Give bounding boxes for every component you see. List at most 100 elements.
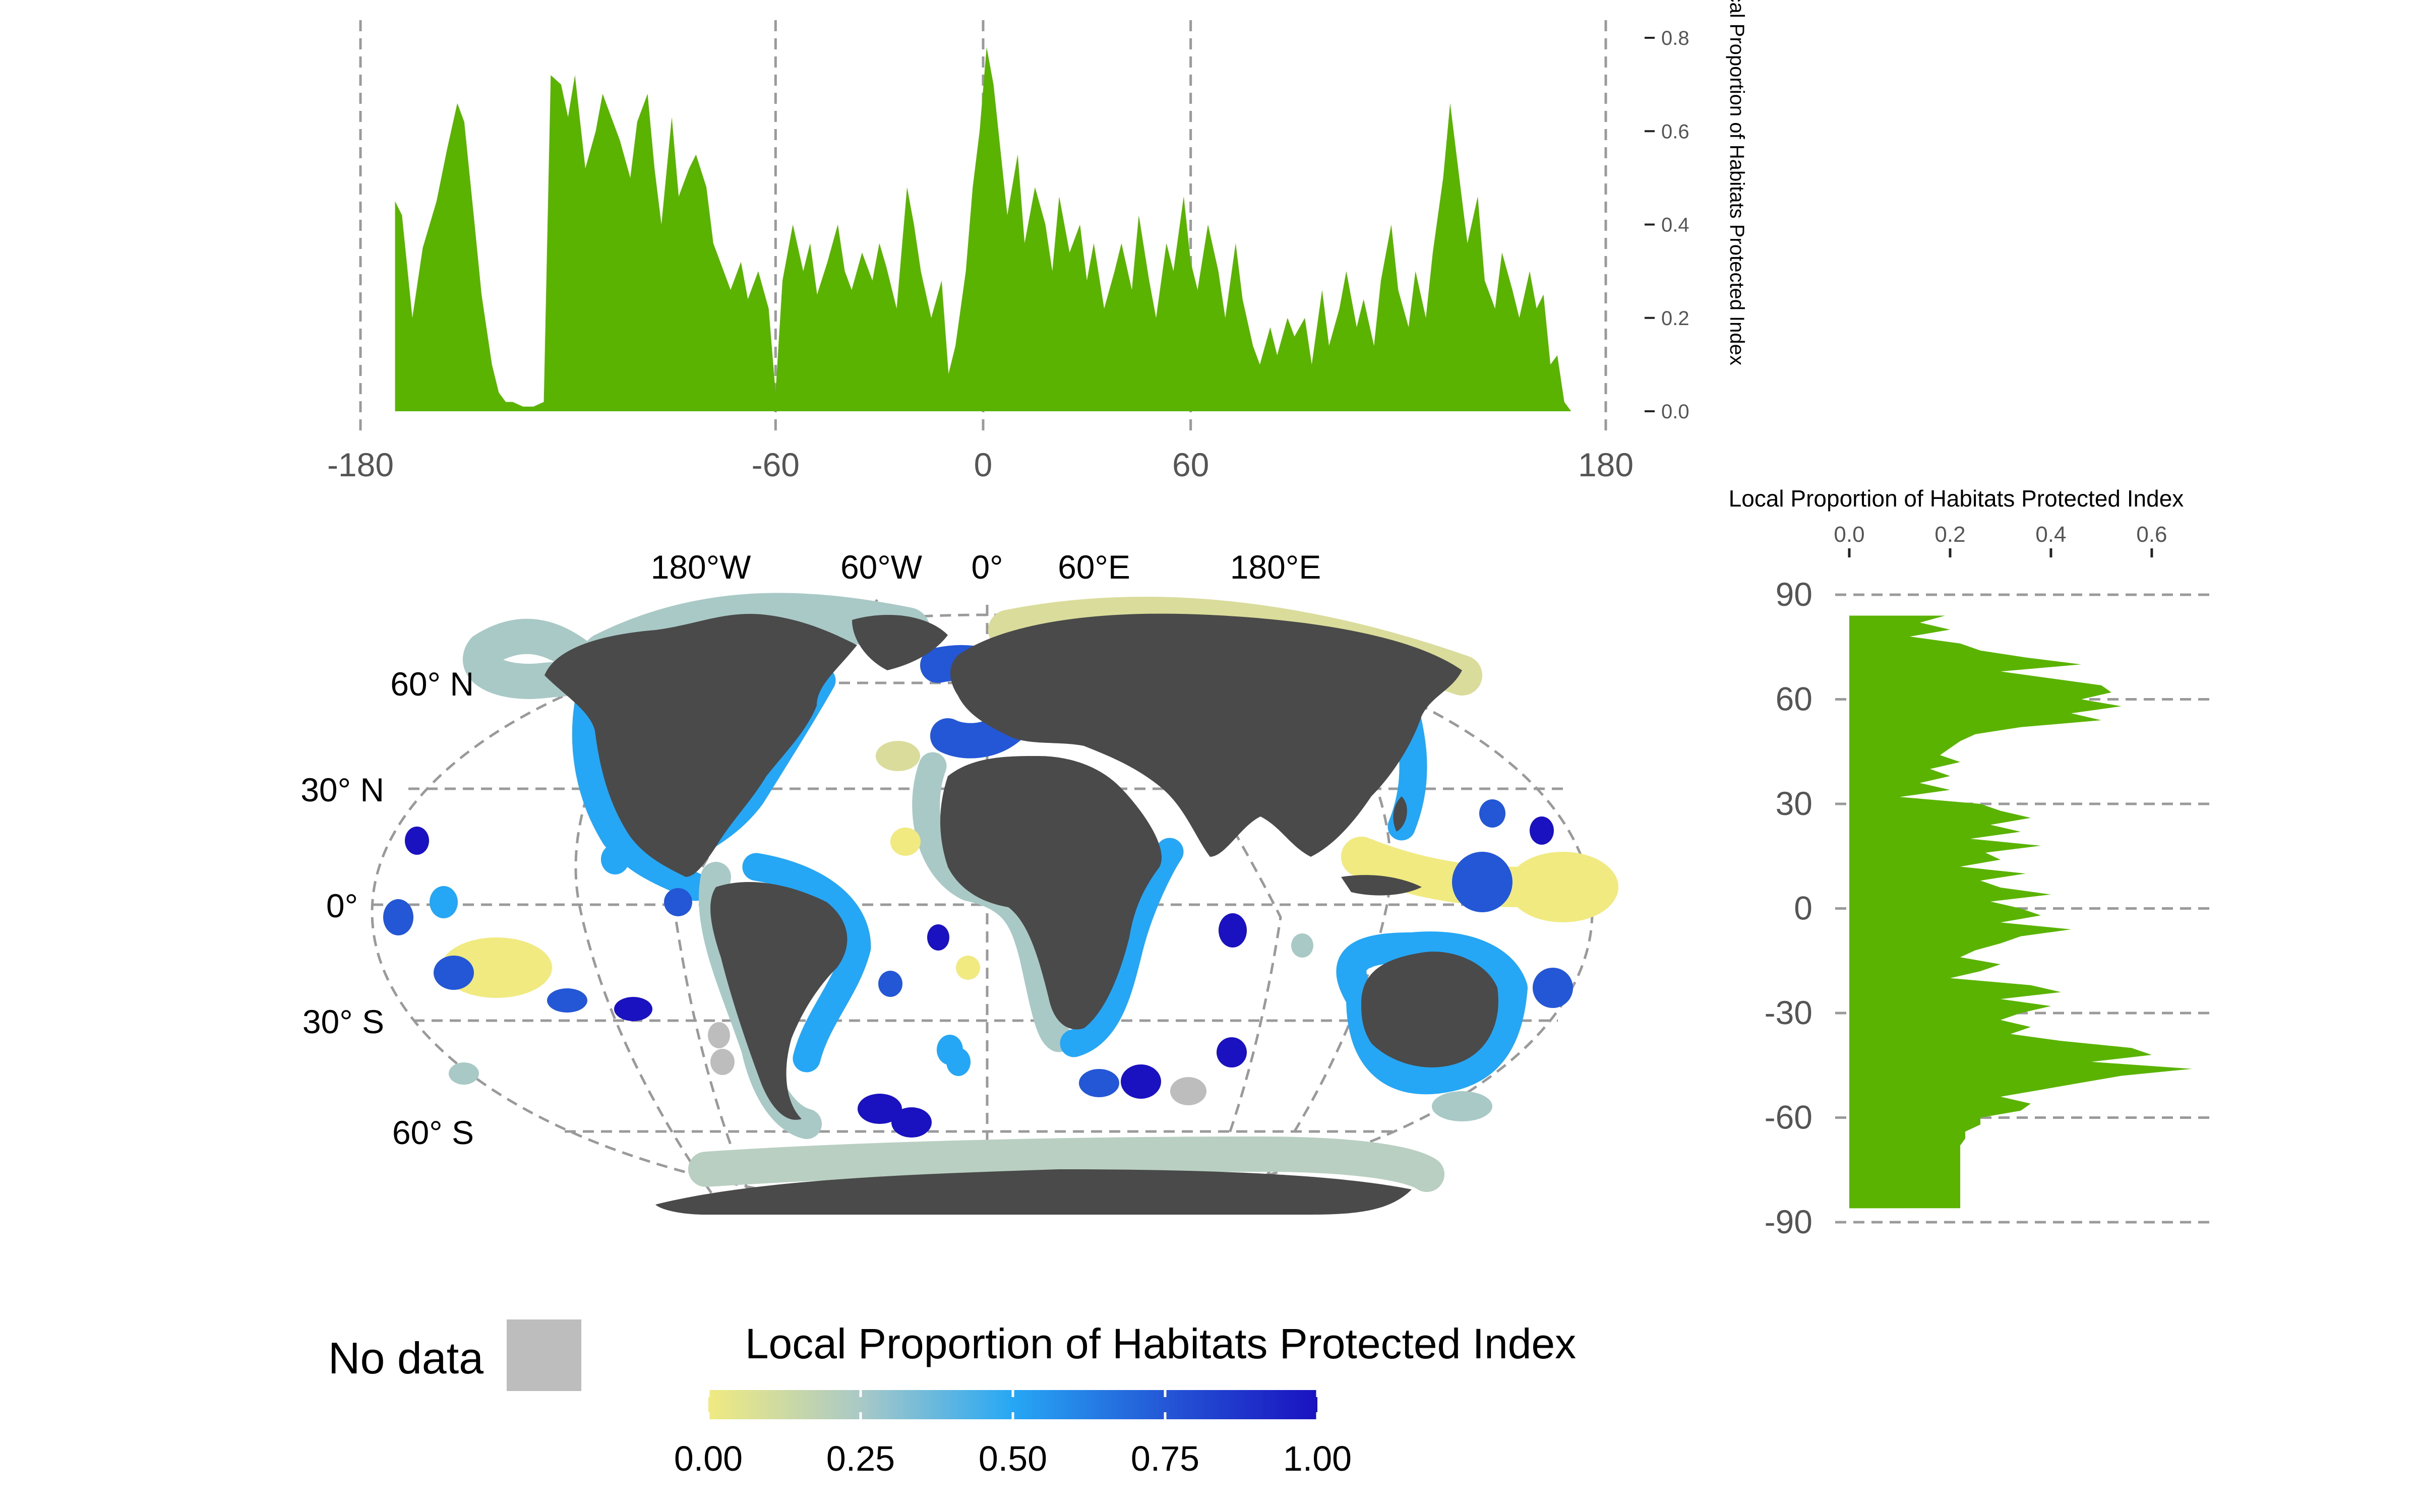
lon-label-180e: 180°E xyxy=(1230,548,1321,586)
lat-label-0: 0° xyxy=(326,887,358,924)
top-y-tick-label: 0.4 xyxy=(1661,214,1689,236)
lat-label-30s: 30° S xyxy=(302,1003,384,1040)
lon-line-120e xyxy=(1249,624,1392,1201)
lon-label-0: 0° xyxy=(971,548,1003,586)
lon-label-60e: 60°E xyxy=(1058,548,1130,586)
legend-tick-label: 0.25 xyxy=(826,1439,895,1478)
top-panel: -180 -60 0 60 180 0.0 0.2 0.4 0.6 0.8 Local Prop… xyxy=(327,0,1748,483)
patch xyxy=(601,844,629,874)
lon-label-180w: 180°W xyxy=(651,548,752,586)
patch xyxy=(1217,1037,1247,1067)
top-y-tick-label: 0.2 xyxy=(1661,307,1689,330)
right-x-tick-label: 0.2 xyxy=(1934,522,1965,547)
patch xyxy=(956,956,980,980)
right-y-tick-label: 60 xyxy=(1776,680,1812,718)
legend-tick-label: 0.75 xyxy=(1131,1439,1199,1478)
patch xyxy=(449,1062,479,1085)
top-y-ticks: 0.0 0.2 0.4 0.6 0.8 xyxy=(1645,27,1689,423)
top-x-tick-label: 60 xyxy=(1172,446,1209,483)
patch xyxy=(1507,852,1618,922)
patch xyxy=(946,1048,971,1076)
africa xyxy=(940,756,1162,1030)
south-america xyxy=(710,882,848,1120)
right-y-tick-label: 90 xyxy=(1776,576,1812,613)
legend-ticks: 0.00 0.25 0.50 0.75 1.00 xyxy=(674,1390,1352,1478)
top-y-tick-label: 0.8 xyxy=(1661,27,1689,49)
patch xyxy=(1079,1069,1119,1097)
right-area-series xyxy=(1849,615,2192,1209)
no-data-swatch xyxy=(507,1319,581,1391)
map-longitude-labels: 180°W 60°W 0° 60°E 180°E xyxy=(651,548,1321,586)
map-latitude-labels: 60° N 30° N 0° 30° S 60° S xyxy=(300,665,474,1151)
eurasia xyxy=(950,613,1462,857)
halo-alaska xyxy=(463,618,618,699)
patch xyxy=(405,827,429,855)
lat-label-60n: 60° N xyxy=(390,665,474,703)
legend-tick-label: 1.00 xyxy=(1283,1439,1352,1478)
top-area-series xyxy=(395,47,1571,411)
right-x-tick-label: 0.0 xyxy=(1834,522,1864,547)
patch xyxy=(890,828,921,856)
halo-australia xyxy=(1336,931,1528,1095)
right-y-tick-label: -30 xyxy=(1765,994,1812,1031)
patch xyxy=(891,1107,932,1138)
legend: No data Local Proportion of Habitats Pro… xyxy=(328,1319,1576,1478)
patch xyxy=(708,1022,730,1048)
right-y-tick-labels: 90 60 30 0 -30 -60 -90 xyxy=(1765,576,1812,1240)
top-x-tick-label: -60 xyxy=(752,446,800,483)
halo-na-west-coast xyxy=(572,681,710,901)
patch xyxy=(547,988,587,1013)
patch xyxy=(858,1094,902,1124)
top-x-tick-label: 0 xyxy=(974,446,993,483)
patch xyxy=(876,741,920,771)
greenland xyxy=(852,615,948,670)
lat-label-30n: 30° N xyxy=(300,771,384,808)
indonesia xyxy=(1341,875,1422,896)
no-data-label: No data xyxy=(328,1333,483,1383)
top-y-axis-label: Local Proportion of Habitats Protected I… xyxy=(1726,0,1748,365)
patch xyxy=(383,899,413,935)
top-x-tick-labels: -180 -60 0 60 180 xyxy=(327,446,1634,483)
right-x-axis-label: Local Proportion of Habitats Protected I… xyxy=(1729,485,2184,512)
halo-antarctica xyxy=(688,1137,1444,1192)
patch xyxy=(878,971,902,997)
japan xyxy=(1393,796,1407,832)
offshore-index-patches xyxy=(383,741,1618,1138)
patch xyxy=(1452,852,1512,912)
patch xyxy=(1530,816,1554,845)
patch xyxy=(664,888,692,916)
lat-label-60s: 60° S xyxy=(392,1114,474,1151)
right-panel: Local Proportion of Habitats Protected I… xyxy=(1729,485,2211,1240)
top-x-tick-label: 180 xyxy=(1578,446,1634,483)
legend-title: Local Proportion of Habitats Protected I… xyxy=(745,1320,1576,1367)
patch xyxy=(434,956,474,990)
world-map: 180°W 60°W 0° 60°E 180°E 60° N 30° N 0° … xyxy=(300,548,1618,1215)
patch xyxy=(1432,1091,1492,1121)
legend-tick-label: 0.00 xyxy=(674,1439,743,1478)
right-x-ticks: 0.0 0.2 0.4 0.6 xyxy=(1834,522,2167,557)
patch xyxy=(430,886,458,918)
lon-label-60w: 60°W xyxy=(840,548,923,586)
right-y-tick-label: 30 xyxy=(1776,785,1812,822)
patch xyxy=(1533,968,1573,1008)
top-y-tick-label: 0.0 xyxy=(1661,401,1689,423)
patch xyxy=(927,924,949,951)
patch xyxy=(710,1049,735,1075)
antarctica xyxy=(655,1169,1412,1215)
australia xyxy=(1361,952,1498,1067)
legend-tick-label: 0.50 xyxy=(979,1439,1047,1478)
north-america xyxy=(544,613,857,877)
right-x-tick-label: 0.4 xyxy=(2035,522,2066,547)
patch xyxy=(1291,933,1313,958)
halo-africa-east xyxy=(1060,838,1184,1057)
patch xyxy=(1219,913,1247,948)
patch xyxy=(614,997,652,1021)
patch xyxy=(1170,1077,1206,1105)
top-y-tick-label: 0.6 xyxy=(1661,120,1689,143)
land-masses xyxy=(544,613,1498,1215)
right-y-tick-label: -90 xyxy=(1765,1203,1812,1240)
patch xyxy=(1121,1064,1161,1099)
right-y-tick-label: -60 xyxy=(1765,1099,1812,1136)
patch xyxy=(1479,799,1505,828)
